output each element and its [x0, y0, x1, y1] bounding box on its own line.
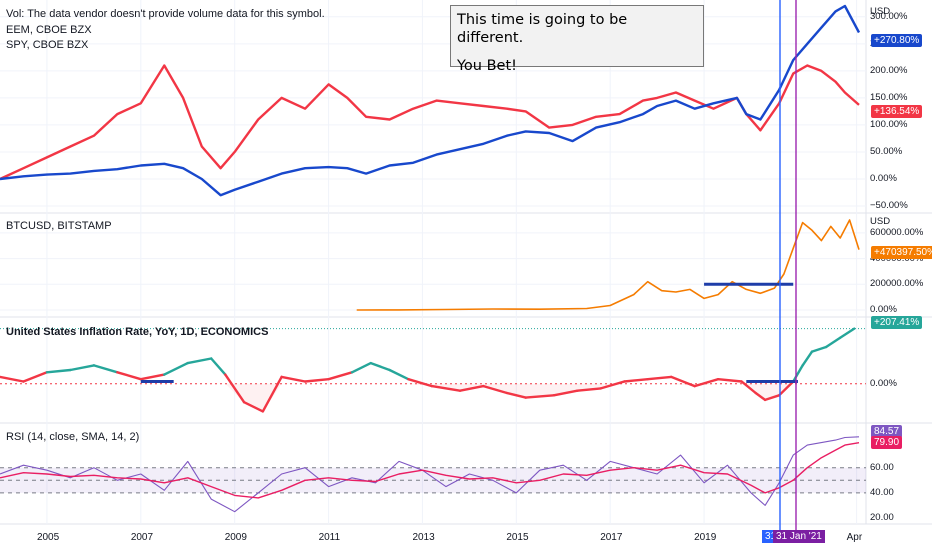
main-axis-tick: 300.00%: [870, 10, 908, 22]
time-axis-tick: 2015: [506, 532, 529, 543]
cpi-value-tag: +207.41%: [871, 316, 923, 329]
time-axis-tick: 2009: [224, 532, 247, 543]
btc-series-line: [356, 219, 860, 311]
btc-pane-title[interactable]: BTCUSD, BITSTAMP: [6, 220, 112, 232]
cpi-axis-tick: 0.00%: [870, 377, 897, 389]
cpi-series-segment: [716, 378, 743, 383]
cpi-series-segment: [210, 357, 227, 376]
main-axis-tick: 200.00%: [870, 64, 908, 76]
cpi-series-segment: [777, 380, 795, 397]
cpi-pane-title[interactable]: United States Inflation Rate, YoY, 1D, E…: [6, 326, 269, 338]
cpi-series-segment: [810, 345, 828, 353]
main-axis-tick: 0.00%: [870, 172, 897, 184]
axis-currency: USD: [870, 6, 891, 17]
cpi-series-segment: [242, 401, 265, 413]
cpi-series-segment: [482, 384, 509, 395]
eem-series-line: [0, 4, 861, 197]
main-axis-tick: 150.00%: [870, 91, 908, 103]
cpi-series-segment: [163, 361, 189, 376]
rsi-axis-tick: 60.00: [870, 461, 894, 473]
spy-series-line: [0, 64, 860, 181]
cpi-series-segment: [430, 384, 462, 392]
btc-axis-tick: 600000.00%: [870, 226, 924, 238]
cpi-series-segment: [623, 378, 649, 383]
volume-note: Vol: The data vendor doesn't provide vol…: [6, 8, 325, 20]
cpi-series-segment: [792, 364, 804, 383]
date-tag-purple: 31 Jan '21: [773, 530, 825, 543]
cpi-series-segment: [45, 368, 72, 374]
time-axis-tick: 2013: [412, 532, 435, 543]
rsi-axis-tick: 40.00: [870, 486, 894, 498]
btc-axis-tick: 0.00%: [870, 304, 897, 315]
cpi-series-segment: [327, 371, 354, 381]
legend-eem[interactable]: EEM, CBOE BZX: [6, 24, 92, 36]
cpi-series-segment: [22, 371, 49, 383]
time-axis-tick: 2019: [694, 532, 717, 543]
main-axis-tick: 100.00%: [870, 118, 908, 130]
cpi-series-segment: [303, 378, 330, 383]
cpi-series-segment: [763, 394, 781, 402]
main-axis-tick: 50.00%: [870, 145, 903, 157]
time-axis-tick: 2017: [600, 532, 623, 543]
cpi-series-segment: [458, 384, 485, 392]
cpi-series-segment: [801, 350, 814, 367]
cpi-series-segment: [69, 364, 96, 372]
cpi-series-segment: [552, 389, 579, 397]
legend-spy[interactable]: SPY, CBOE BZX: [6, 39, 89, 51]
cpi-series-segment: [599, 380, 626, 390]
rsi-series-line: [0, 436, 860, 513]
time-axis-tick: 2011: [318, 532, 341, 543]
time-axis-tick: 2007: [130, 532, 154, 543]
rsi-value-tag: 84.57: [871, 425, 903, 438]
cpi-series-segment: [670, 375, 696, 388]
rsi-axis-tick: 20.00: [870, 512, 894, 523]
cpi-series-segment: [407, 378, 434, 388]
cpi-series-segment: [646, 375, 673, 381]
cpi-series-segment: [0, 375, 25, 383]
time-axis-tick: 2005: [36, 532, 60, 543]
cpi-series-segment: [92, 364, 119, 374]
btc-axis-tick: 200000.00%: [870, 278, 924, 290]
cpi-series-segment: [838, 327, 856, 339]
cpi-series-segment: [350, 361, 373, 374]
cpi-series-segment: [139, 373, 166, 381]
cpi-series-segment: [261, 375, 283, 413]
cpi-series-segment: [369, 361, 391, 372]
cpi-negative-area: [0, 383, 855, 412]
cpi-series-segment: [116, 371, 143, 381]
time-axis-tick: Apr: [846, 532, 863, 543]
text-note-box[interactable]: This time is going to be different. You …: [450, 5, 704, 74]
cpi-series-segment: [388, 368, 410, 381]
cpi-series-segment: [754, 391, 767, 402]
rsi-ma-value-tag: 79.90: [871, 436, 903, 449]
cpi-series-segment: [576, 387, 603, 392]
axis-currency-btc: USD: [870, 216, 891, 227]
main-axis-tick: −50.00%: [870, 200, 908, 211]
cpi-series-segment: [505, 391, 527, 399]
cpi-series-segment: [224, 373, 246, 404]
btc-value-tag: +470397.50%: [871, 246, 932, 259]
note-line-1: This time is going to be different.: [457, 12, 628, 46]
cpi-series-segment: [280, 375, 307, 383]
cpi-series-segment: [824, 336, 842, 349]
spy-value-tag: +136.54%: [871, 105, 923, 118]
note-line-2: You Bet!: [457, 58, 517, 74]
cpi-series-segment: [740, 380, 757, 395]
cpi-series-segment: [693, 378, 720, 388]
eem-value-tag: +270.80%: [871, 34, 923, 47]
cpi-series-segment: [524, 394, 556, 399]
rsi-pane-title[interactable]: RSI (14, close, SMA, 14, 2): [6, 431, 140, 443]
cpi-series-segment: [186, 357, 213, 365]
rsi-ma-series-line: [0, 442, 860, 499]
